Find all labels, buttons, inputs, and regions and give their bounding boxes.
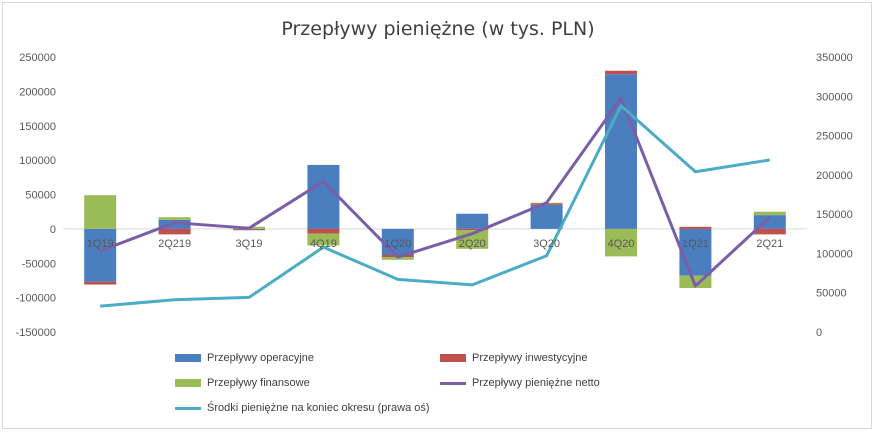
x-tick-label: 3Q19: [236, 238, 263, 250]
y-left-tick-label: 150000: [19, 121, 56, 133]
legend-netto: Przepływy pieniężne netto: [440, 377, 600, 389]
y-left-tick-label: 100000: [19, 155, 56, 167]
line-przep-ywy-pieni-ne-netto: [99, 96, 771, 288]
x-tick-label: 4Q19: [310, 238, 337, 250]
y-right-tick-label: 150000: [816, 209, 853, 221]
x-tick-label: 2Q20: [459, 238, 486, 250]
legend-operacyjne: Przepływy operacyjne: [175, 352, 314, 364]
chart-title: Przepływy pieniężne (w tys. PLN): [281, 18, 595, 40]
legend-swatch-srodki: [175, 406, 201, 410]
bar-przep-ywy-operacyjne: [84, 228, 117, 282]
y-right-tick-label: 100000: [816, 248, 853, 260]
x-tick-label: 3Q20: [533, 238, 560, 250]
y-right-tick-label: 0: [816, 327, 822, 339]
bar-przep-ywy-finansowe: [307, 233, 340, 246]
y-left-tick-label: 200000: [19, 86, 56, 98]
x-tick-label: 2Q219: [158, 238, 191, 250]
y-left-tick-label: -50000: [22, 258, 56, 270]
y-left-tick-label: -150000: [16, 327, 56, 339]
x-tick-label: 4Q20: [608, 238, 635, 250]
bar-przep-ywy-operacyjne: [381, 228, 414, 255]
bar-przep-ywy-inwestycyjne: [753, 228, 786, 235]
bar-przep-ywy-inwestycyjne: [307, 228, 340, 234]
legend-label-finansowe: Przepływy finansowe: [207, 377, 310, 389]
y-right-tick-label: 350000: [816, 52, 853, 64]
y-left-tick-label: -100000: [16, 293, 56, 305]
legend-swatch-inwestycyjne: [440, 354, 466, 362]
bar-przep-ywy-operacyjne: [158, 219, 191, 229]
legend-finansowe: Przepływy finansowe: [175, 377, 310, 389]
x-tick-label: 2Q21: [756, 238, 783, 250]
bar-przep-ywy-operacyjne: [530, 204, 563, 229]
y-right-tick-label: 200000: [816, 170, 853, 182]
y-right-tick-label: 50000: [816, 288, 847, 300]
bar-przep-ywy-inwestycyjne: [158, 228, 191, 235]
bar-przep-ywy-finansowe: [84, 195, 117, 229]
y-left-tick-label: 0: [50, 224, 56, 236]
bar-przep-ywy-finansowe: [158, 217, 191, 220]
x-tick-label: 1Q19: [87, 238, 114, 250]
y-right-tick-label: 300000: [816, 91, 853, 103]
chart-frame: [2, 2, 872, 429]
legend-label-operacyjne: Przepływy operacyjne: [207, 352, 314, 364]
bar-przep-ywy-operacyjne: [456, 213, 489, 229]
bar-przep-ywy-inwestycyjne: [456, 228, 489, 231]
y-left-tick-label: 50000: [25, 190, 56, 202]
legend-label-srodki: Środki pieniężne na koniec okresu (prawa…: [207, 402, 430, 414]
bar-przep-ywy-operacyjne: [307, 164, 340, 229]
bar-przep-ywy-inwestycyjne: [679, 226, 712, 229]
legend-swatch-finansowe: [175, 379, 201, 387]
bar-przep-ywy-inwestycyjne: [233, 229, 265, 231]
line--rodki-pieni-ne-na-koniec-okresu-prawa-o-: [100, 104, 771, 308]
legend-srodki: Środki pieniężne na koniec okresu (prawa…: [175, 402, 430, 414]
bar-przep-ywy-operacyjne: [679, 228, 712, 276]
legend-label-inwestycyjne: Przepływy inwestycyjne: [472, 352, 588, 364]
legend-swatch-netto: [440, 381, 466, 385]
legend-swatch-operacyjne: [175, 354, 201, 362]
x-tick-label: 1Q21: [682, 238, 709, 250]
x-tick-label: 1Q20: [384, 238, 411, 250]
bar-przep-ywy-finansowe: [605, 228, 637, 257]
bar-przep-ywy-inwestycyjne: [84, 281, 117, 285]
bar-przep-ywy-finansowe: [753, 211, 786, 216]
bar-przep-ywy-inwestycyjne: [605, 70, 637, 75]
y-right-tick-label: 250000: [816, 131, 853, 143]
legend-inwestycyjne: Przepływy inwestycyjne: [440, 352, 588, 364]
y-left-tick-label: 250000: [19, 52, 56, 64]
legend-label-netto: Przepływy pieniężne netto: [472, 377, 600, 389]
